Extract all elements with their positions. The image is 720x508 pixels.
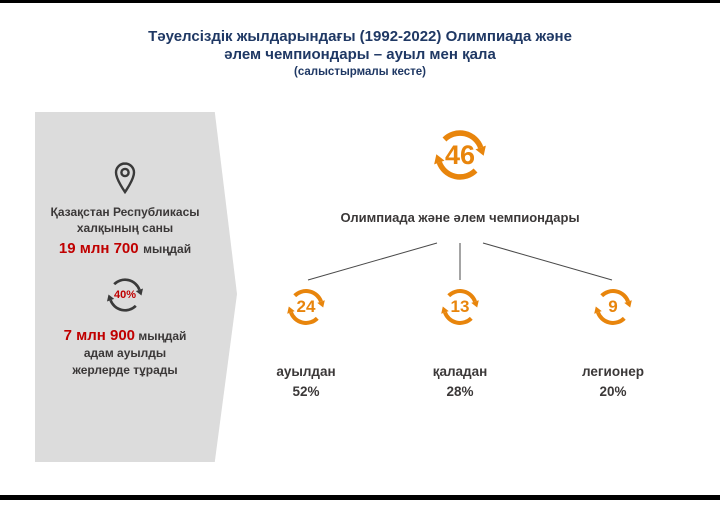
title-line-1: Тәуелсіздік жылдарындағы (1992-2022) Оли…	[148, 28, 572, 45]
circular-arrows-icon	[594, 289, 632, 325]
population-value: 19 млн 700	[58, 240, 139, 257]
legionnaire-champions-value: 9	[608, 297, 618, 316]
circular-arrows-icon	[434, 130, 486, 180]
page-title: Тәуелсіздік жылдарындағы (1992-2022) Оли…	[0, 28, 720, 80]
title-line-2: әлем чемпиондары – ауыл мен қала	[224, 46, 496, 63]
rural-champions-value: 24	[296, 297, 316, 316]
rural-champions-label: ауылдан 52%	[226, 362, 386, 402]
urban-champions-node: 13	[436, 283, 484, 331]
urban-champions-value: 13	[450, 297, 470, 316]
legionnaire-champions-label: легионер 20%	[533, 362, 693, 402]
rural-value-line: 7 млн 900 мыңдай	[35, 327, 215, 345]
population-suffix: мыңдай	[143, 242, 192, 256]
legionnaire-champions-node: 9	[589, 283, 637, 331]
total-champions-node: 46	[427, 122, 493, 188]
bottom-border	[0, 495, 720, 500]
rural-champions-percent: 52%	[292, 384, 320, 399]
population-panel-content: Қазақстан Республикасы халқының саны 19 …	[35, 112, 215, 462]
population-label-line-2: халқының саны	[76, 221, 174, 235]
total-champions-value: 46	[444, 139, 476, 170]
location-pin-icon	[107, 160, 143, 200]
rural-percent-value: 40%	[113, 289, 137, 301]
champions-label: Олимпиада және әлем чемпиондары	[340, 210, 580, 225]
urban-champions-name: қаладан	[432, 364, 488, 379]
rural-line-2: адам ауылды	[83, 346, 167, 360]
rural-line-3: жерлерде тұрады	[72, 363, 178, 377]
rural-population-text: 7 млн 900 мыңдай адам ауылды жерлерде тұ…	[35, 327, 215, 379]
urban-champions-percent: 28%	[446, 384, 474, 399]
rural-champions-node: 24	[282, 283, 330, 331]
urban-champions-label: қаладан 28%	[380, 362, 540, 402]
circular-arrows-icon	[106, 278, 144, 312]
title-subtitle: (салыстырмалы кесте)	[294, 66, 426, 78]
rural-value: 7 млн 900	[63, 327, 135, 344]
population-label: Қазақстан Республикасы халқының саны	[35, 204, 215, 236]
population-panel: Қазақстан Республикасы халқының саны 19 …	[35, 112, 237, 462]
rural-champions-name: ауылдан	[276, 364, 336, 379]
population-value-line: 19 млн 700 мыңдай	[35, 240, 215, 258]
legionnaire-champions-percent: 20%	[599, 384, 627, 399]
top-border	[0, 0, 720, 3]
population-label-line-1: Қазақстан Республикасы	[50, 205, 200, 219]
circular-arrows-icon	[441, 289, 479, 325]
legionnaire-champions-name: легионер	[582, 364, 644, 379]
rural-suffix: мыңдай	[138, 329, 187, 343]
rural-percent-badge: 40%	[102, 272, 148, 318]
circular-arrows-icon	[287, 289, 325, 325]
